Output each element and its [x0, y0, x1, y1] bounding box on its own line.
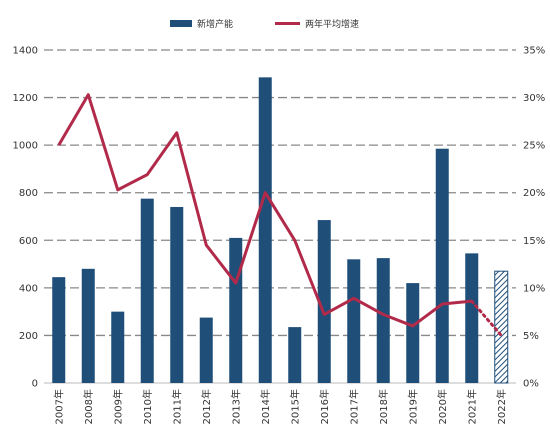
right-tick-label: 5%: [523, 331, 539, 342]
line-series: [57, 93, 503, 337]
legend: 新增产能 两年平均增速: [170, 18, 359, 30]
bar: [258, 77, 272, 383]
bar: [347, 259, 361, 383]
bar: [317, 220, 331, 383]
bar: [81, 268, 95, 383]
left-tick-label: 800: [19, 188, 38, 199]
x-axis: 2007年 2008年 2009年 2010年 2011年 2012年 2013年 2014年…: [52, 389, 508, 424]
x-tick-label: 2009年: [111, 389, 124, 424]
x-tick-label: 2016年: [318, 389, 331, 424]
left-axis: 0 200 400 600 800 1000 1200 1400: [13, 46, 38, 390]
right-tick-label: 10%: [523, 283, 545, 294]
bar: [229, 237, 243, 383]
right-tick-label: 35%: [523, 46, 545, 57]
bar-series: [52, 77, 509, 384]
x-tick-label: 2007年: [52, 389, 65, 424]
right-axis: 0% 5% 10% 15% 20% 25% 30% 35%: [523, 46, 545, 390]
legend-line-label: 两年平均增速: [305, 18, 359, 30]
left-tick-label: 1000: [13, 141, 38, 152]
right-tick-label: 25%: [523, 141, 545, 152]
left-tick-label: 200: [19, 331, 38, 342]
legend-bar-swatch: [170, 20, 192, 27]
bar: [435, 148, 449, 383]
legend-bar-label: 新增产能: [197, 18, 233, 30]
right-tick-label: 15%: [523, 236, 545, 247]
right-tick-label: 0%: [523, 379, 539, 390]
x-tick-label: 2014年: [259, 389, 272, 424]
line-path: [57, 93, 472, 328]
x-tick-label: 2018年: [377, 389, 390, 424]
line-forecast-segment: [470, 299, 503, 337]
x-tick-label: 2019年: [406, 389, 419, 424]
left-tick-label: 600: [19, 236, 38, 247]
left-tick-label: 1200: [13, 93, 38, 104]
x-tick-label: 2013年: [229, 389, 242, 424]
bar: [376, 258, 390, 383]
left-tick-label: 1400: [13, 46, 38, 57]
bar: [52, 277, 66, 383]
x-tick-label: 2010年: [141, 389, 154, 424]
x-tick-label: 2011年: [170, 389, 183, 424]
bar: [465, 253, 479, 383]
x-tick-label: 2017年: [347, 389, 360, 424]
bar: [199, 317, 213, 383]
right-tick-label: 30%: [523, 93, 545, 104]
bar: [170, 206, 184, 383]
left-tick-label: 0: [32, 379, 38, 390]
x-tick-label: 2020年: [436, 389, 449, 424]
x-tick-label: 2012年: [200, 389, 213, 424]
bar: [111, 311, 125, 383]
x-tick-label: 2021年: [465, 389, 478, 424]
x-tick-label: 2015年: [288, 389, 301, 424]
x-tick-label: 2008年: [82, 389, 95, 424]
right-tick-label: 20%: [523, 188, 545, 199]
left-tick-label: 400: [19, 283, 38, 294]
bar: [406, 283, 420, 383]
bar: [494, 270, 509, 384]
bar: [140, 198, 154, 383]
bar: [288, 327, 302, 383]
x-tick-label: 2022年: [495, 389, 508, 424]
